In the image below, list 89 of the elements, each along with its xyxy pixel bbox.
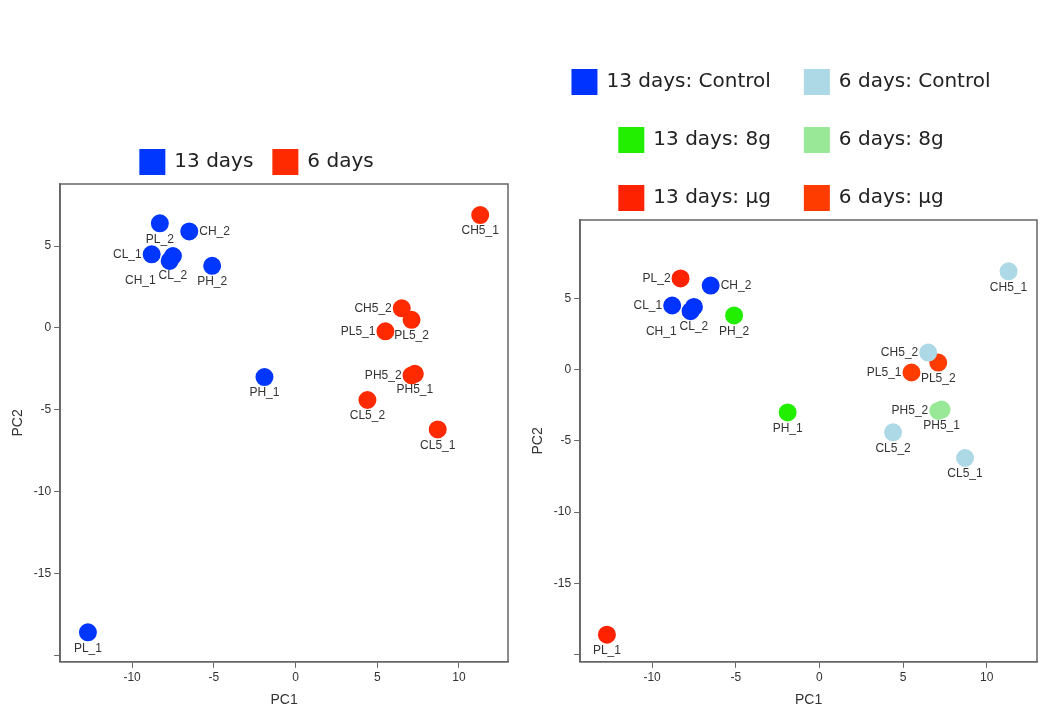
- point: [78, 623, 97, 642]
- annotation: PH_2: [197, 274, 228, 289]
- legend-label: 13 days: 8g: [653, 126, 771, 151]
- x-tick-label: -10: [643, 670, 662, 685]
- annotation: PH_2: [719, 323, 750, 338]
- point: [358, 390, 377, 409]
- annotation: CH_2: [720, 277, 752, 292]
- x-axis-title: PC1: [270, 691, 298, 708]
- point: [150, 214, 169, 233]
- annotation: CH_1: [645, 323, 677, 338]
- point: [999, 262, 1018, 281]
- point: [597, 625, 616, 644]
- x-tick-label: -10: [123, 670, 142, 685]
- x-tick-label: 0: [816, 670, 824, 685]
- point: [884, 423, 903, 442]
- annotation: PL_1: [592, 643, 622, 658]
- annotation: CL_1: [112, 246, 142, 261]
- annotation: PL5_1: [340, 323, 376, 338]
- point: [160, 251, 179, 270]
- annotation: PH5_2: [891, 403, 929, 418]
- legend-label: 13 days: Control: [606, 68, 771, 93]
- y-tick-label: -10: [553, 504, 572, 519]
- point: [376, 322, 395, 341]
- point: [681, 302, 700, 321]
- x-tick-label: 10: [980, 670, 994, 685]
- annotation: CL_2: [679, 319, 709, 334]
- x-tick-label: 5: [899, 670, 907, 685]
- point: [180, 222, 199, 241]
- legend-label: 6 days: [307, 148, 374, 173]
- annotation: PL5_2: [394, 328, 430, 343]
- point: [725, 306, 744, 325]
- legend-label: 6 days: Control: [838, 68, 991, 93]
- y-tick-label: 5: [564, 290, 572, 305]
- annotation: PL_2: [642, 270, 671, 285]
- annotation: PH5_1: [923, 417, 961, 432]
- legend-label: 6 days: µg: [838, 184, 944, 209]
- y-tick-label: 0: [44, 320, 52, 335]
- legend-label: 13 days: [174, 148, 254, 173]
- point: [919, 343, 938, 362]
- annotation: CL5_2: [349, 408, 386, 423]
- y-tick-label: -15: [33, 565, 52, 580]
- point: [428, 420, 447, 439]
- point: [392, 299, 411, 318]
- y-tick-label: -10: [33, 483, 52, 498]
- y-axis-title: PC2: [529, 427, 546, 455]
- annotation: PH_1: [249, 385, 280, 400]
- legend-label: 6 days: 8g: [838, 126, 944, 151]
- x-axis-title: PC1: [794, 691, 823, 708]
- annotation: CH5_2: [880, 344, 919, 359]
- annotation: CL_2: [158, 268, 188, 283]
- y-axis-title: PC2: [9, 409, 26, 437]
- point: [956, 449, 975, 467]
- annotation: PH5_2: [364, 367, 402, 382]
- x-tick-label: 0: [292, 670, 300, 685]
- annotation: CL_1: [633, 297, 663, 312]
- annotation: CH5_1: [461, 223, 500, 238]
- annotation: CH5_1: [989, 279, 1028, 294]
- x-tick-label: 10: [452, 670, 466, 685]
- point: [142, 245, 161, 264]
- annotation: PH5_1: [396, 382, 434, 397]
- y-tick-label: 0: [564, 361, 572, 376]
- annotation: CH_2: [199, 223, 231, 238]
- point: [902, 363, 921, 382]
- point: [778, 403, 797, 422]
- annotation: CL5_2: [875, 440, 912, 455]
- y-tick-label: -15: [553, 575, 572, 590]
- annotation: PL_1: [73, 640, 103, 655]
- annotation: PL5_2: [920, 370, 956, 385]
- point: [203, 256, 222, 275]
- y-tick-label: 5: [44, 238, 52, 253]
- annotation: CH_1: [124, 273, 156, 288]
- point: [402, 310, 421, 329]
- annotation: CL5_1: [420, 437, 456, 452]
- y-tick-label: -5: [40, 402, 52, 417]
- legend-label: 13 days: µg: [653, 184, 771, 209]
- annotation: CH5_2: [354, 300, 393, 315]
- y-tick-label: -5: [560, 433, 572, 448]
- annotation: CL5_1: [947, 466, 984, 481]
- annotation: PH_1: [772, 420, 803, 435]
- x-tick-label: 5: [373, 670, 381, 685]
- point: [701, 276, 720, 295]
- point: [255, 368, 274, 387]
- annotation: PL_2: [145, 231, 175, 246]
- point: [663, 296, 682, 315]
- x-tick-label: -5: [208, 670, 220, 685]
- annotation: PL5_1: [866, 364, 902, 379]
- point: [471, 206, 490, 225]
- point: [671, 269, 690, 288]
- x-tick-label: -5: [730, 670, 742, 685]
